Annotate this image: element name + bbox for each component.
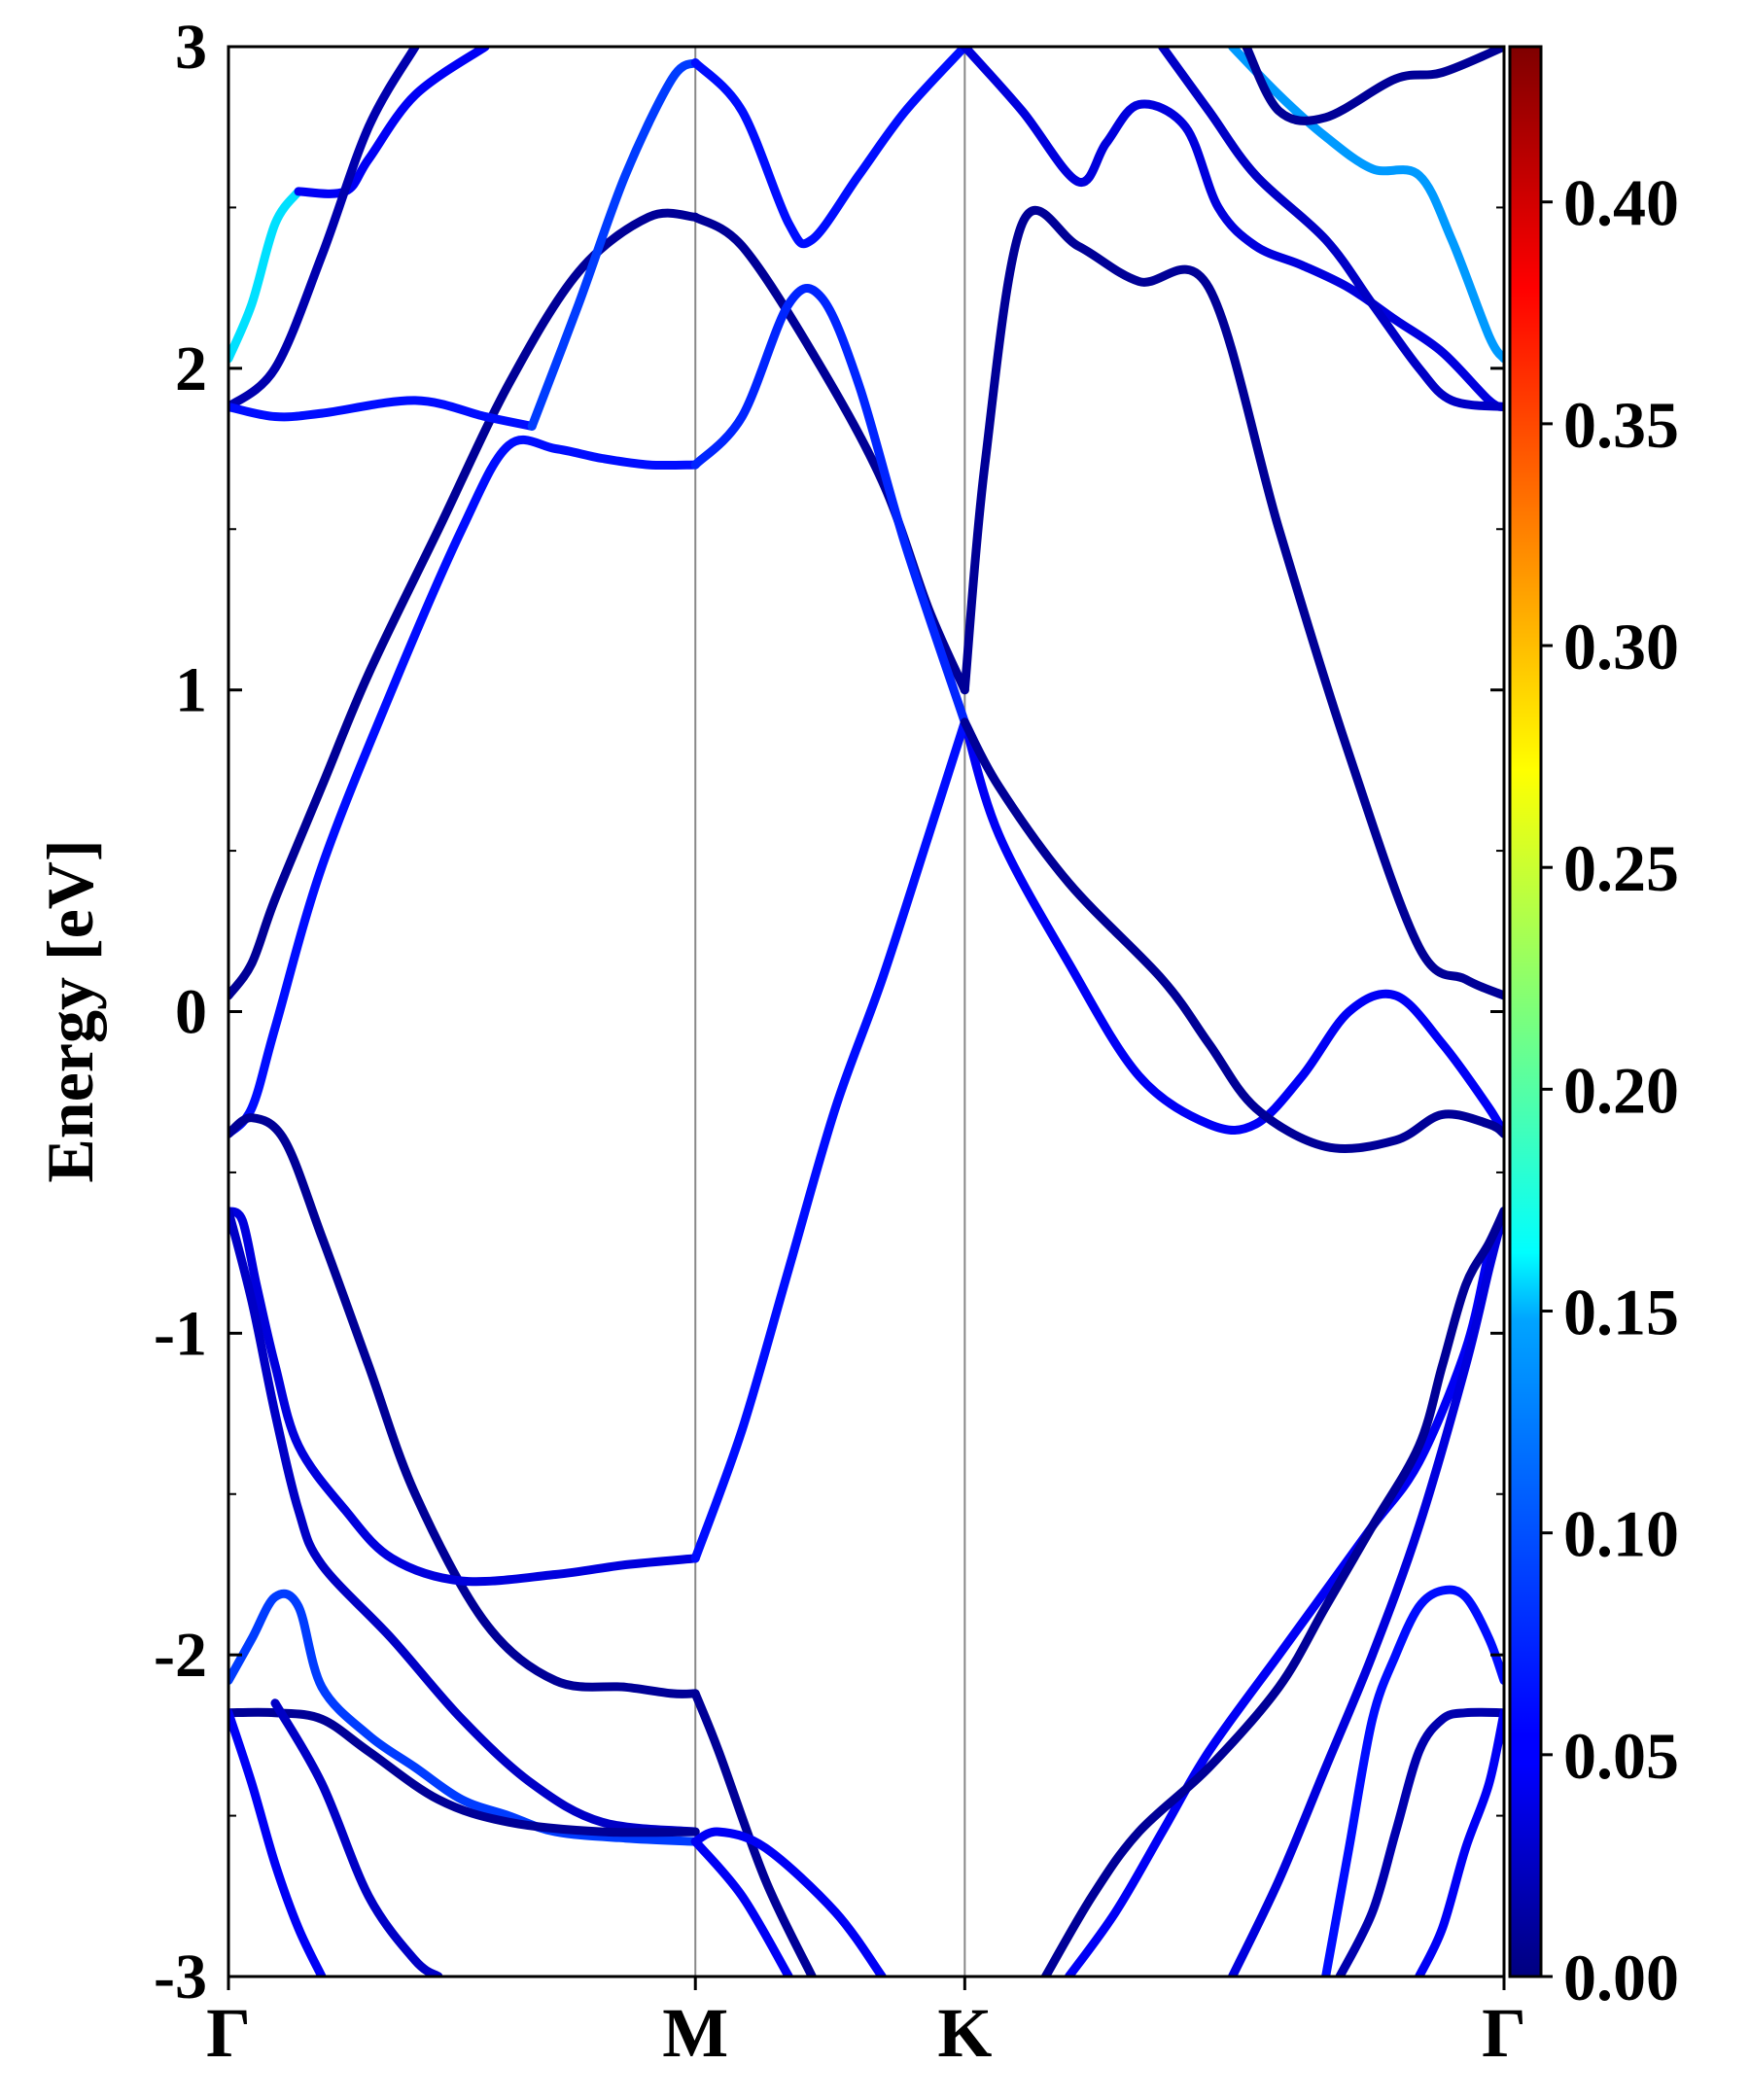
colorbar-tick-label: 0.10 [1563,1497,1679,1571]
band-line [294,47,490,198]
band-line [1415,1708,1504,1977]
band-line [228,396,537,431]
band-line [228,1708,327,1977]
band-line [270,1698,443,1977]
colorbar-ticks: 0.00 0.05 0.10 0.15 0.20 0.25 0.30 0.35 0.40 [1541,166,1679,2014]
band-line [690,1827,887,1977]
y-tick-label: -3 [154,1942,207,2012]
colorbar-tick-label: 0.15 [1563,1276,1679,1349]
colorbar-tick-label: 0.30 [1563,610,1679,683]
y-axis-ticks: -3 -2 -1 0 1 2 3 [154,12,1504,2012]
band-line [960,205,1504,1000]
y-tick-label: -2 [154,1620,207,1691]
band-line [960,718,1504,1153]
colorbar-tick-label: 0.00 [1563,1941,1679,2014]
band-line [690,1689,817,1977]
band-line [1040,1207,1504,1977]
band-line [690,212,969,695]
band-line [1228,1207,1504,1977]
band-line [228,1707,700,1838]
colorbar-tick-label: 0.05 [1563,1719,1679,1793]
band-line [960,718,1504,1138]
band-line [690,1837,793,1977]
band-line [228,436,700,1138]
y-tick-label: 3 [175,12,207,83]
y-axis-label: Energy [eV] [33,839,107,1182]
colorbar-tick-label: 0.25 [1563,831,1679,905]
y-tick-label: 1 [175,655,207,726]
band-line [960,47,1504,411]
band-line [1158,47,1504,411]
band-line [1228,47,1504,364]
colorbar-tick-label: 0.35 [1563,388,1679,462]
band-line [228,1207,700,1587]
colorbar-tick-label: 0.20 [1563,1053,1679,1127]
band-line [690,284,969,727]
band-line [228,47,420,411]
x-tick-label: K [937,1994,992,2072]
y-tick-label: -1 [154,1298,207,1369]
x-tick-label: Γ [206,1994,251,2072]
colorbar-tick-label: 0.40 [1563,166,1679,240]
band-line [690,47,969,249]
band-line [228,187,303,364]
band-line [228,208,700,1000]
y-tick-label: 2 [175,333,207,404]
x-tick-label: Γ [1482,1994,1526,2072]
kpoint-divider-lines [694,47,966,1977]
x-tick-label: M [662,1994,728,2072]
band-line [1321,1585,1504,1977]
colorbar [1508,45,1543,1978]
band-line [1335,1707,1504,1977]
band-line [1242,47,1504,125]
y-tick-label: 0 [175,977,207,1048]
band-lines [228,47,1504,1977]
band-line [228,1207,700,1837]
band-line [527,58,700,431]
band-line [228,1113,700,1698]
band-line [690,718,969,1563]
